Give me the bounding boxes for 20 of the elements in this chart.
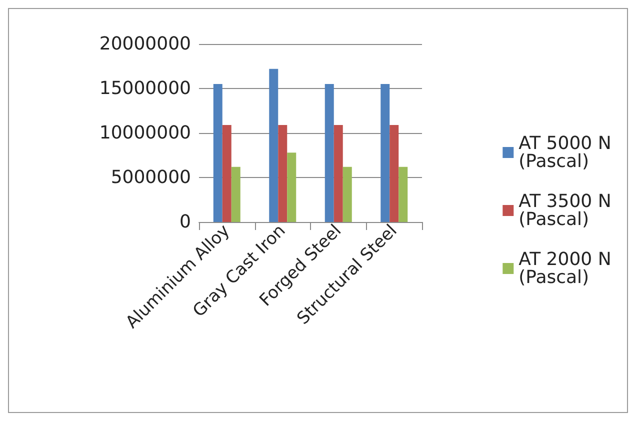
y-tick-label: 20000000 [99,34,191,54]
bar [380,84,390,222]
bar [278,124,288,222]
bar [287,152,296,222]
legend-label: AT 3500 N (Pascal) [518,191,618,230]
bar [342,166,352,222]
y-tick-label: 10000000 [99,122,191,144]
bar [390,124,399,222]
bar [334,124,343,222]
legend-label: AT 5000 N (Pascal) [518,133,618,172]
bar [213,84,222,222]
bar [398,166,408,222]
bar [324,84,334,222]
y-tick-label: 15000000 [99,78,191,99]
bar [222,124,232,222]
bar [269,68,278,222]
y-tick-label: 0 [180,212,191,232]
legend-label: AT 2000 N (Pascal) [518,249,618,288]
bar [231,166,240,222]
y-tick-label: 5000000 [110,167,191,188]
